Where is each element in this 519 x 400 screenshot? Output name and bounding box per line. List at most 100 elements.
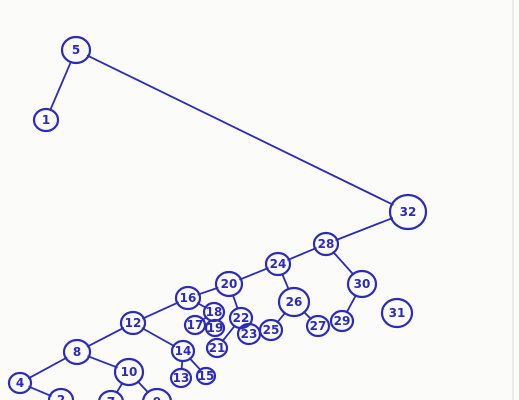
- node-18: 18: [202, 301, 226, 323]
- node-25: 25: [258, 318, 284, 342]
- edge-n24-n28: [287, 247, 317, 261]
- edge-n28-n32: [335, 217, 394, 241]
- node-label: 24: [270, 257, 287, 271]
- node-label: 29: [334, 314, 351, 328]
- node-circle: [32, 107, 60, 133]
- node-2: 2: [47, 387, 75, 400]
- node-circle: [264, 251, 292, 277]
- node-label: 15: [198, 369, 215, 383]
- node-label: 22: [233, 311, 250, 325]
- node-4: 4: [7, 371, 33, 395]
- node-circle: [62, 338, 92, 366]
- edge-n24-n26: [281, 273, 290, 290]
- node-14: 14: [170, 339, 196, 363]
- node-label: 14: [175, 344, 192, 358]
- edge-n26-n27: [302, 310, 312, 320]
- node-24: 24: [264, 251, 292, 277]
- node-20: 20: [214, 270, 244, 298]
- node-label: 9: [153, 395, 161, 400]
- edge-n8-n12: [86, 327, 125, 348]
- node-circle: [98, 389, 124, 400]
- edges-layer: [27, 54, 394, 397]
- node-30: 30: [346, 269, 378, 299]
- node-circle: [258, 318, 284, 342]
- node-label: 32: [400, 205, 417, 219]
- node-circle: [305, 314, 331, 338]
- node-circle: [47, 387, 75, 400]
- node-27: 27: [305, 314, 331, 338]
- edge-n22-n21: [221, 324, 236, 342]
- node-circle: [329, 309, 355, 333]
- edge-n16-n20: [197, 286, 219, 296]
- node-circle: [388, 193, 428, 231]
- node-label: 10: [121, 365, 138, 379]
- node-5: 5: [60, 35, 92, 65]
- node-circle: [170, 339, 196, 363]
- node-16: 16: [174, 285, 202, 311]
- node-circle: [205, 337, 229, 359]
- edge-n1-n5: [49, 61, 72, 111]
- node-label: 16: [180, 291, 197, 305]
- node-circle: [113, 357, 145, 387]
- node-circle: [183, 314, 207, 336]
- node-label: 7: [107, 395, 115, 400]
- node-31: 31: [380, 297, 414, 329]
- node-29: 29: [329, 309, 355, 333]
- node-label: 25: [263, 323, 280, 337]
- node-circle: [277, 286, 311, 318]
- node-circle: [312, 231, 340, 257]
- node-label: 1: [42, 113, 50, 127]
- node-17: 17: [183, 314, 207, 336]
- node-label: 30: [354, 277, 371, 291]
- edge-n30-n29: [345, 294, 357, 314]
- edge-n12-n14: [141, 327, 176, 348]
- node-21: 21: [205, 337, 229, 359]
- node-19: 19: [204, 318, 226, 338]
- edge-n10-n7: [115, 382, 124, 394]
- node-label: 12: [125, 316, 142, 330]
- node-7: 7: [98, 389, 124, 400]
- node-label: 8: [73, 345, 81, 359]
- node-circle: [119, 310, 147, 336]
- node-label: 4: [16, 376, 24, 390]
- node-circle: [7, 371, 33, 395]
- node-circle: [214, 270, 244, 298]
- node-label: 21: [209, 341, 226, 355]
- node-circle: [174, 285, 202, 311]
- node-circle: [60, 35, 92, 65]
- node-circle: [380, 297, 414, 329]
- edge-n12-n16: [142, 301, 179, 320]
- node-13: 13: [169, 367, 193, 389]
- node-circle: [204, 318, 226, 338]
- edge-n10-n9: [136, 380, 150, 394]
- node-label: 5: [72, 43, 80, 57]
- edge-n20-n22: [232, 294, 239, 310]
- node-label: 2: [57, 393, 65, 400]
- node-8: 8: [62, 338, 92, 366]
- node-label: 31: [389, 306, 406, 320]
- node-circle: [169, 367, 193, 389]
- node-15: 15: [195, 366, 217, 386]
- node-label: 28: [318, 237, 335, 251]
- node-26: 26: [277, 286, 311, 318]
- node-label: 23: [241, 327, 258, 341]
- edge-n32-n5: [86, 54, 394, 206]
- edge-n14-n13: [180, 360, 184, 370]
- node-10: 10: [113, 357, 145, 387]
- node-label: 13: [173, 371, 190, 385]
- edge-n28-n30: [332, 251, 355, 276]
- node-1: 1: [32, 107, 60, 133]
- node-label: 26: [286, 295, 303, 309]
- edge-n4-n2: [28, 385, 52, 397]
- node-label: 19: [207, 321, 224, 335]
- node-circle: [346, 269, 378, 299]
- node-9: 9: [142, 387, 172, 400]
- edge-n8-n10: [87, 355, 118, 369]
- node-32: 32: [388, 193, 428, 231]
- edge-n4-n8: [27, 356, 68, 380]
- node-label: 17: [187, 318, 204, 332]
- edge-n20-n24: [239, 267, 269, 281]
- node-28: 28: [312, 231, 340, 257]
